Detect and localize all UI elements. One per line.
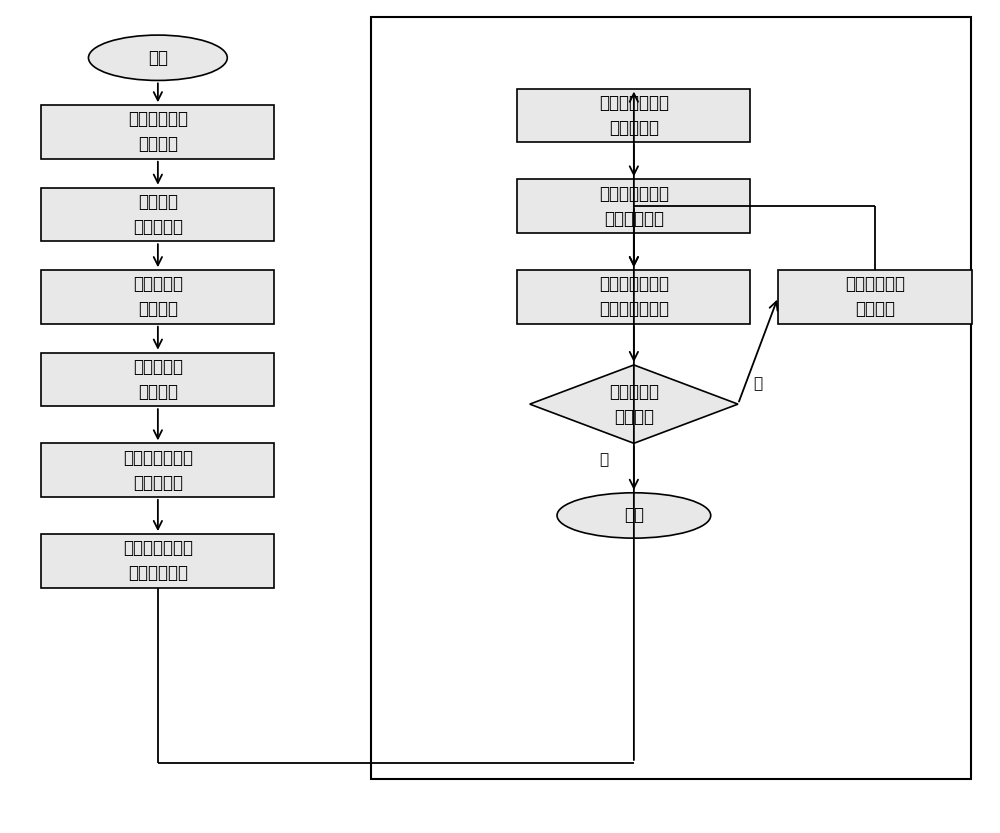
FancyBboxPatch shape (778, 270, 972, 324)
Text: 有: 有 (754, 376, 763, 391)
Text: 数码管显示
选择通道: 数码管显示 选择通道 (133, 358, 183, 401)
FancyBboxPatch shape (41, 270, 274, 324)
Ellipse shape (88, 35, 227, 81)
Text: 远程客户端
选择通道: 远程客户端 选择通道 (133, 276, 183, 318)
Text: 结束: 结束 (624, 506, 644, 525)
FancyBboxPatch shape (41, 534, 274, 587)
Text: 开始: 开始 (148, 49, 168, 67)
Polygon shape (530, 365, 738, 443)
Text: 摄像头水平移动
对准被控对象: 摄像头水平移动 对准被控对象 (123, 539, 193, 582)
Text: 接通电源
初始化系统: 接通电源 初始化系统 (133, 193, 183, 236)
Text: 选择切换指令
接收方式: 选择切换指令 接收方式 (128, 111, 188, 153)
Text: 远程客户端
控制指令: 远程客户端 控制指令 (609, 382, 659, 426)
Text: 无: 无 (600, 452, 609, 467)
FancyBboxPatch shape (41, 443, 274, 497)
FancyBboxPatch shape (41, 352, 274, 407)
FancyBboxPatch shape (41, 105, 274, 159)
FancyBboxPatch shape (41, 187, 274, 242)
Text: 改变被控对象
运行状态: 改变被控对象 运行状态 (845, 276, 905, 318)
Ellipse shape (557, 493, 711, 538)
FancyBboxPatch shape (517, 88, 750, 142)
Text: 摄像头垂直上升
至最高位置: 摄像头垂直上升 至最高位置 (123, 449, 193, 491)
Text: 启动电源模块和
数据采集模块: 启动电源模块和 数据采集模块 (599, 185, 669, 227)
FancyBboxPatch shape (517, 270, 750, 324)
Text: 远程客户端调整
摄像头下降: 远程客户端调整 摄像头下降 (599, 94, 669, 137)
FancyBboxPatch shape (517, 179, 750, 233)
Text: 采集运行数据在
远程客户端显示: 采集运行数据在 远程客户端显示 (599, 276, 669, 318)
